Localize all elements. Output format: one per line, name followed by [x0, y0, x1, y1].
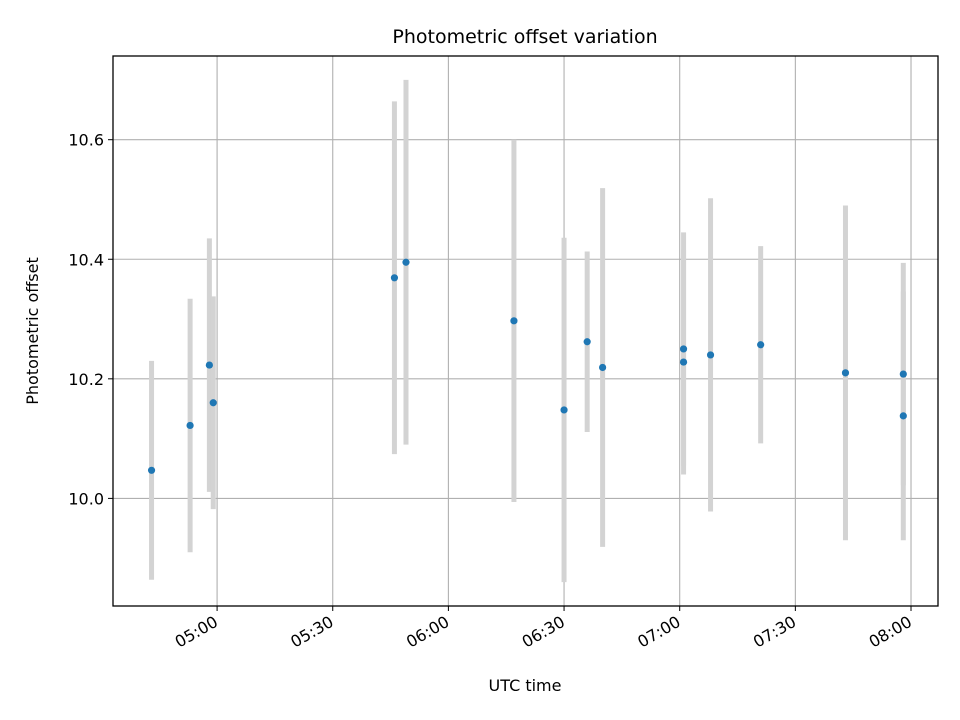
- data-point: [209, 399, 217, 407]
- data-point: [899, 370, 907, 378]
- data-point: [147, 466, 156, 474]
- grid: [113, 56, 938, 606]
- data-point: [390, 274, 399, 282]
- data-point: [706, 351, 715, 359]
- y-tick-label: 10.0: [68, 489, 104, 508]
- data-point: [402, 258, 410, 266]
- y-axis-title: Photometric offset: [23, 257, 42, 405]
- data-point: [560, 406, 568, 414]
- data-point: [679, 358, 688, 366]
- data-points: [147, 258, 907, 474]
- data-point: [510, 317, 518, 325]
- y-axis: 10.0 10.2 10.4 10.6: [68, 131, 113, 508]
- data-point: [841, 369, 850, 377]
- data-point: [205, 361, 213, 369]
- data-point: [599, 363, 607, 372]
- data-point: [899, 412, 907, 420]
- y-tick-label: 10.4: [68, 250, 104, 269]
- data-point: [679, 345, 688, 353]
- y-tick-label: 10.6: [68, 131, 104, 150]
- y-tick-label: 10.2: [68, 370, 104, 389]
- x-axis-title: UTC time: [489, 676, 562, 695]
- plot-frame: [112, 55, 939, 607]
- data-point: [757, 341, 765, 349]
- data-point: [186, 421, 194, 430]
- chart-title: Photometric offset variation: [392, 26, 657, 48]
- data-point: [583, 338, 591, 346]
